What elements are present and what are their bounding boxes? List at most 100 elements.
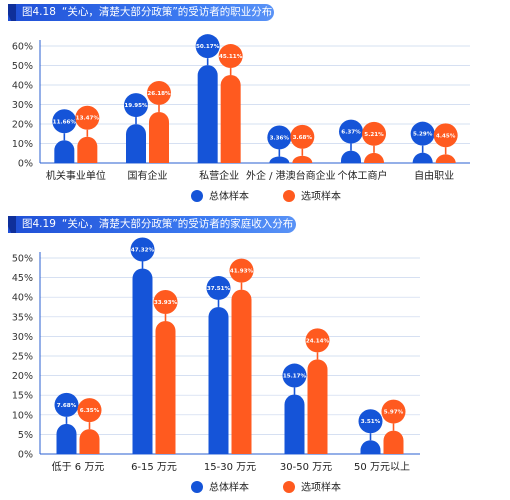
value-bubble — [75, 105, 100, 130]
y-tick-label: 40% — [12, 81, 33, 92]
chart1-title-bar: 图4.18 “关心，清楚大部分政策”的受访者的职业分布 — [8, 4, 274, 21]
value-bubble — [381, 399, 406, 424]
bar-option-sample — [364, 152, 384, 163]
y-tick-label: 60% — [12, 42, 33, 53]
chart1-title: “关心，清楚大部分政策”的受访者的职业分布 — [61, 6, 273, 18]
y-tick-label: 35% — [12, 312, 33, 323]
category-label: 30-50 万元 — [280, 462, 332, 473]
bar-total-sample — [360, 440, 381, 454]
data-label: 6.35% — [80, 408, 100, 414]
value-bubble — [206, 275, 231, 300]
value-bubble — [229, 258, 254, 283]
category-label: 机关事业单位 — [46, 169, 106, 182]
bar-total-sample — [197, 65, 218, 163]
data-label: 26.18% — [147, 91, 171, 97]
household-income-chart: 0% 5% 10% 15% 20% 25% 30% 35% 40% 45% 50% 7.68%6.35… — [12, 237, 420, 494]
value-bubble — [195, 34, 220, 59]
y-tick-label: 50% — [12, 61, 33, 72]
bar-option-sample — [220, 75, 241, 163]
bar-option-sample — [149, 111, 169, 163]
chart2-title-bar: 图4.19 “关心，清楚大部分政策”的受访者的家庭收入分布 — [8, 216, 296, 233]
value-bubble — [218, 44, 243, 69]
bar-total-sample — [126, 124, 146, 163]
occupation-distribution-chart: 0% 10% 20% 30% 40% 50% 60% 11.66%13.47% 机关事业单位 19… — [12, 34, 470, 203]
value-bubble — [339, 119, 363, 144]
legend-marker-total — [191, 481, 203, 493]
y-tick-label: 20% — [12, 371, 33, 382]
bar-total-sample — [132, 268, 153, 454]
data-label: 11.66% — [53, 119, 77, 125]
legend-label: 总体样本 — [209, 190, 249, 203]
category-label: 6-15 万元 — [131, 462, 177, 473]
value-bubble — [305, 328, 330, 353]
bar-option-sample — [307, 359, 328, 454]
value-bubble — [290, 124, 315, 149]
data-label: 5.21% — [364, 132, 384, 138]
category-label: 私营企业 — [199, 169, 239, 182]
bar-option-sample — [292, 155, 313, 163]
bar-total-sample — [56, 423, 77, 454]
bar-total-sample — [341, 150, 362, 163]
data-label: 13.47% — [76, 116, 100, 122]
title-notch — [8, 216, 16, 233]
data-label: 19.95% — [124, 103, 148, 109]
data-label: 47.32% — [131, 248, 155, 254]
y-tick-label: 10% — [12, 139, 33, 150]
legend-label: 总体样本 — [209, 481, 249, 494]
y-tick-label: 30% — [12, 332, 33, 343]
value-bubble — [54, 392, 79, 417]
data-label: 3.68% — [293, 135, 313, 141]
value-bubble — [410, 121, 435, 146]
bar-option-sample — [79, 429, 100, 454]
legend-label: 选项样本 — [301, 481, 341, 494]
category-label: 自由职业 — [414, 169, 454, 182]
data-label: 7.68% — [57, 403, 77, 409]
data-label: 5.29% — [413, 132, 433, 138]
legend-marker-option — [283, 190, 295, 202]
category-label: 低于 6 万元 — [52, 460, 105, 473]
bar-total-sample — [269, 156, 290, 163]
y-tick-label: 0% — [18, 159, 33, 170]
value-bubble — [358, 409, 383, 434]
legend-marker-total — [191, 190, 203, 202]
y-tick-label: 0% — [18, 450, 33, 461]
legend-label: 选项样本 — [301, 190, 341, 203]
chart2-figure-number: 图4.19 — [22, 218, 56, 230]
y-tick-label: 20% — [12, 120, 33, 131]
value-bubble — [130, 237, 155, 262]
data-label: 4.45% — [436, 133, 456, 139]
y-tick-label: 30% — [12, 100, 33, 111]
y-tick-label: 45% — [12, 273, 33, 284]
y-tick-label: 15% — [12, 391, 33, 402]
value-bubble — [153, 289, 178, 314]
category-label: 15-30 万元 — [204, 462, 256, 473]
data-label: 5.97% — [384, 410, 404, 416]
bar-option-sample — [435, 154, 456, 163]
y-tick-label: 10% — [12, 410, 33, 421]
bar-total-sample — [54, 140, 75, 163]
data-label: 33.93% — [154, 300, 178, 306]
data-label: 3.36% — [270, 135, 290, 141]
bar-total-sample — [412, 152, 433, 163]
data-label: 24.14% — [306, 338, 330, 344]
bar-option-sample — [155, 320, 176, 454]
bar-option-sample — [231, 289, 252, 454]
value-bubble — [282, 363, 307, 388]
y-tick-label: 50% — [12, 254, 33, 265]
data-label: 37.51% — [207, 286, 231, 292]
value-bubble — [124, 93, 148, 118]
y-tick-label: 25% — [12, 352, 33, 363]
value-bubble — [77, 398, 102, 423]
data-label: 3.51% — [361, 419, 381, 425]
title-notch — [8, 4, 16, 21]
category-label: 50 万元以上 — [354, 461, 410, 473]
y-tick-label: 40% — [12, 293, 33, 304]
category-label: 国有企业 — [128, 169, 168, 182]
data-label: 45.11% — [219, 54, 243, 60]
legend-marker-option — [283, 481, 295, 493]
value-bubble — [52, 109, 77, 134]
chart2-title: “关心，清楚大部分政策”的受访者的家庭收入分布 — [61, 218, 294, 230]
value-bubble — [267, 125, 292, 150]
category-label: 外企 / 港澳台商企业 — [246, 169, 336, 182]
bar-total-sample — [208, 306, 229, 454]
